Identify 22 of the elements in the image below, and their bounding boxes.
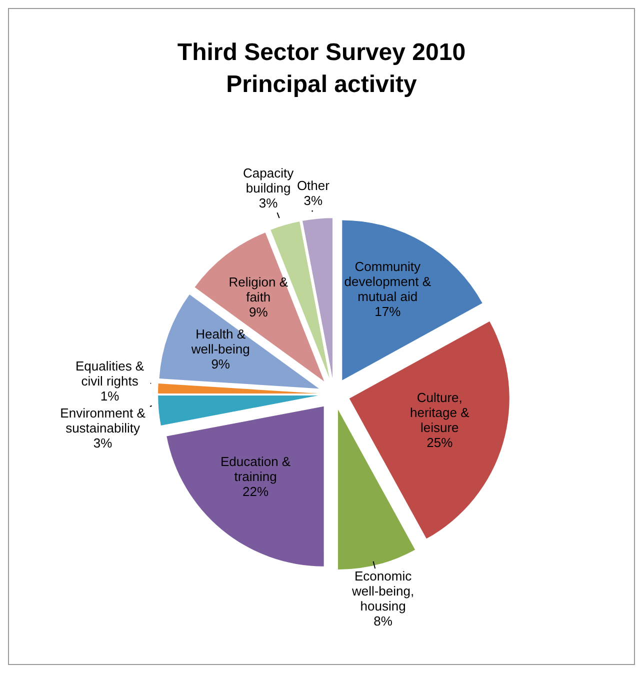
chart-title: Third Sector Survey 2010: [176, 38, 467, 68]
data-label: 9%: [248, 304, 268, 320]
data-label: 3%: [304, 193, 324, 208]
data-label: 3%: [258, 195, 278, 210]
slice-label: Community development & mutual aid: [344, 258, 432, 304]
data-label: 3%: [93, 436, 113, 451]
slice-label: Economic well-being, housing: [350, 568, 414, 614]
slice-label: Equalities & civil rights: [75, 358, 144, 389]
data-label: 25%: [426, 435, 454, 450]
slice-label: Religion & faith: [228, 274, 288, 304]
chart-subtitle: Principal activity: [225, 70, 418, 100]
data-label: 1%: [100, 388, 120, 404]
slice-label: Other: [296, 178, 330, 194]
slice-label: Culture, heritage & leisure: [410, 390, 470, 436]
data-label: 8%: [374, 613, 393, 628]
data-label: 9%: [211, 356, 230, 372]
data-label: 17%: [374, 304, 402, 319]
slice-label: Education & training: [220, 454, 291, 484]
slice-label: Capacity building: [243, 165, 294, 196]
data-label: 22%: [242, 484, 270, 500]
slice-label: Environment & sustainability: [60, 406, 146, 436]
slice-label: Health & well-being: [190, 326, 250, 356]
